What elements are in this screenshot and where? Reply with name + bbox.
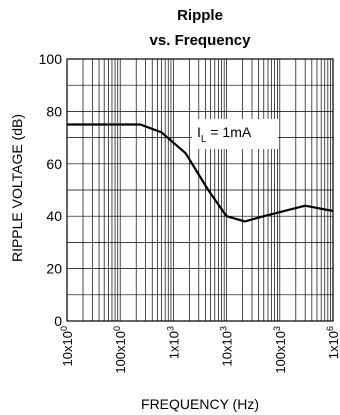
y-tick-labels: 0 20 40 60 80 100: [39, 51, 63, 329]
x-tick-label: 100x103: [272, 326, 288, 374]
x-tick-label: 1x103: [165, 326, 181, 359]
annotation-group: IL = 1mA: [192, 119, 278, 149]
annotation-label: IL = 1mA: [197, 124, 252, 145]
x-axis-label: FREQUENCY (Hz): [141, 396, 259, 412]
series-line: [67, 123, 334, 223]
x-tick-labels: 10x100 100x100 1x103 10x103 100x103 1x106: [59, 326, 340, 374]
x-tick-label: 1x106: [325, 326, 340, 359]
grid: [66, 58, 333, 322]
annotation-background: [192, 119, 278, 149]
y-tick-label: 40: [46, 208, 62, 224]
y-tick-label: 20: [46, 261, 62, 277]
series-group: [67, 123, 334, 223]
y-tick-label: 60: [46, 156, 62, 172]
chart-title-line2: vs. Frequency: [150, 32, 252, 49]
x-tick-label: 10x103: [219, 326, 235, 366]
y-tick-label: 0: [54, 313, 62, 329]
y-tick-label: 80: [46, 103, 62, 119]
chart-title-line1: Ripple: [177, 7, 223, 24]
y-tick-label: 100: [39, 51, 63, 67]
plot-frame: [66, 58, 334, 322]
x-tick-label: 10x100: [59, 326, 75, 366]
y-axis-label: RIPPLE VOLTAGE (dB): [9, 114, 25, 262]
x-tick-label: 100x100: [112, 326, 128, 374]
